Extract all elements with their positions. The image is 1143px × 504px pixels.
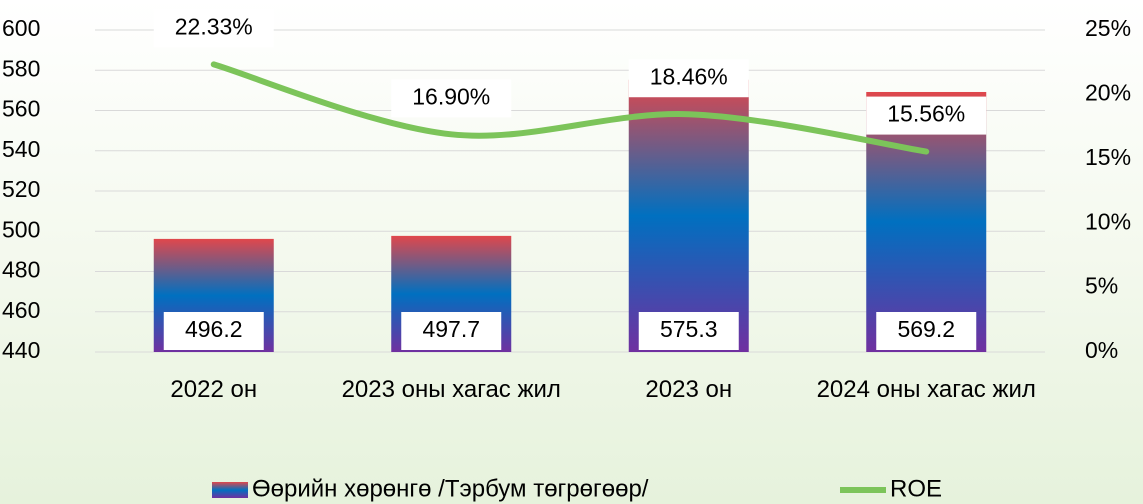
y2-tick-label: 0%	[1085, 337, 1118, 363]
y-tick-label: 520	[2, 176, 40, 202]
x-tick-label: 2022 он	[170, 376, 258, 403]
data-label: 16.90%	[412, 83, 490, 109]
legend-label: ROE	[890, 475, 942, 502]
y-tick-label: 580	[2, 55, 40, 81]
label-box	[163, 312, 264, 350]
data-label: 569.2	[897, 316, 955, 342]
y-tick-label: 560	[2, 96, 40, 122]
y2-tick-label: 15%	[1085, 144, 1131, 170]
data-label: 496.2	[185, 316, 243, 342]
bar	[866, 91, 987, 353]
y-tick-label: 500	[2, 216, 40, 242]
legend-label: Өөрийн хөрөнгө /Тэрбум төгрөгөөр/	[252, 475, 649, 502]
y-tick-label: 460	[2, 297, 40, 323]
label-box	[876, 312, 977, 350]
y-tick-label: 480	[2, 257, 40, 283]
y2-tick-label: 10%	[1085, 208, 1131, 234]
line	[210, 61, 930, 155]
y-tick-label: 600	[2, 15, 40, 41]
x-tick-label: 2023 он	[645, 376, 733, 403]
y2-tick-label: 5%	[1085, 273, 1118, 299]
y-tick-label: 540	[2, 136, 40, 162]
data-label: 15.56%	[887, 101, 965, 127]
data-label: 22.33%	[175, 13, 253, 39]
label-box	[153, 9, 274, 48]
label-box	[401, 312, 502, 350]
data-label: 18.46%	[650, 63, 728, 89]
x-tick-label: 2024 оны хагас жил	[816, 376, 1036, 403]
bar	[628, 79, 749, 353]
x-tick-label: 2023 оны хагас жил	[341, 376, 561, 403]
y-tick-label: 440	[2, 337, 40, 363]
label-box	[866, 96, 987, 135]
y2-tick-label: 25%	[1085, 15, 1131, 41]
y2-tick-label: 20%	[1085, 79, 1131, 105]
data-label: 575.3	[660, 316, 718, 342]
label-box	[638, 312, 739, 350]
data-label: 497.7	[422, 316, 480, 342]
label-box	[628, 59, 749, 98]
legend-swatch	[212, 482, 248, 498]
label-box	[391, 79, 512, 118]
